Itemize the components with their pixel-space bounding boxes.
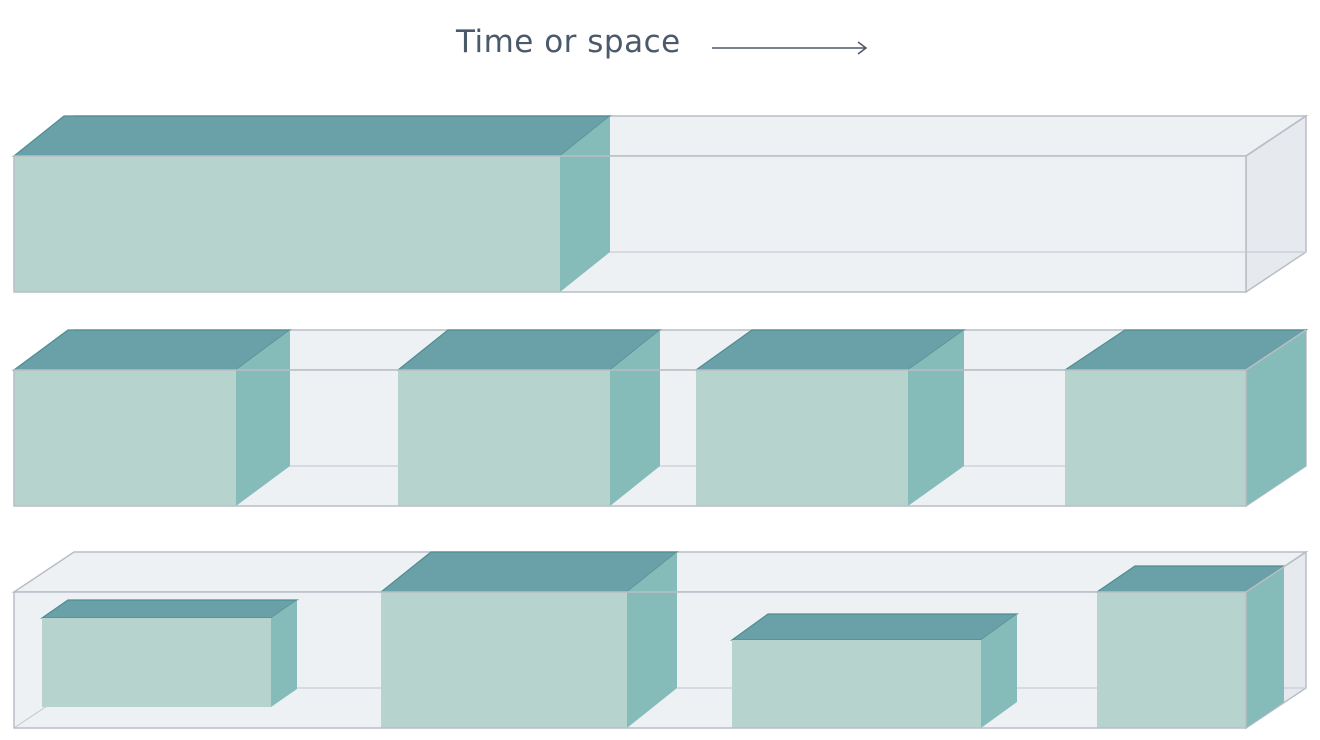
row-3-block xyxy=(40,599,299,707)
row-2 xyxy=(11,328,1309,508)
row-2-block xyxy=(1063,329,1308,506)
row-1 xyxy=(11,114,1309,294)
row-3-block xyxy=(1095,565,1286,728)
row-2-block xyxy=(694,329,966,506)
row-1-block xyxy=(12,115,612,292)
row-2-block xyxy=(396,329,662,506)
diagram-title: Time or space xyxy=(456,24,681,60)
row-3-block xyxy=(730,613,1019,728)
right-arrow-icon xyxy=(712,41,868,55)
row-3 xyxy=(11,550,1309,730)
row-2-block xyxy=(12,329,292,506)
row-3-block xyxy=(379,551,679,728)
